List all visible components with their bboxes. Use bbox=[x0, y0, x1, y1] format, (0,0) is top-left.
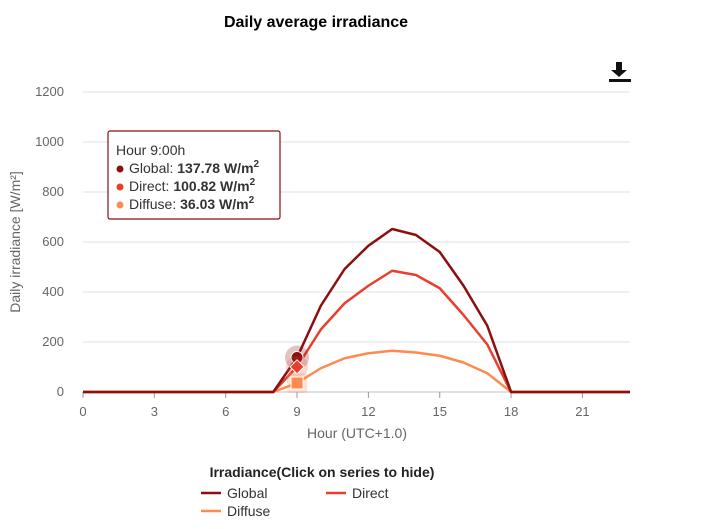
x-axis-title: Hour (UTC+1.0) bbox=[307, 425, 407, 441]
legend-item-global[interactable]: Global bbox=[201, 485, 267, 501]
legend-item-direct[interactable]: Direct bbox=[326, 485, 389, 501]
tooltip-header: Hour 9:00h bbox=[116, 142, 185, 158]
y-tick-label: 400 bbox=[42, 284, 64, 299]
x-tick-label: 3 bbox=[151, 404, 158, 419]
tooltip-bullet-global bbox=[116, 165, 124, 173]
x-axis-ticks: 0 3 6 9 12 15 18 21 bbox=[79, 392, 590, 419]
x-tick-label: 0 bbox=[79, 404, 86, 419]
marker-direct bbox=[289, 359, 305, 375]
legend-label: Direct bbox=[352, 485, 389, 501]
legend-item-diffuse[interactable]: Diffuse bbox=[201, 503, 271, 519]
tooltip-box bbox=[107, 130, 281, 220]
y-tick-label: 600 bbox=[42, 234, 64, 249]
y-tick-label: 1000 bbox=[35, 134, 64, 149]
series-lines bbox=[83, 227, 630, 394]
x-tick-label: 12 bbox=[361, 404, 375, 419]
download-icon[interactable] bbox=[609, 62, 631, 82]
tooltip-bullet-direct bbox=[116, 183, 124, 191]
x-tick-label: 9 bbox=[293, 404, 300, 419]
tooltip-row-global: Global: 137.78 W/m2 bbox=[129, 159, 260, 176]
y-tick-label: 800 bbox=[42, 184, 64, 199]
marker-diffuse bbox=[290, 376, 304, 390]
x-tick-label: 15 bbox=[433, 404, 447, 419]
legend-label: Global bbox=[227, 485, 267, 501]
legend-label: Diffuse bbox=[227, 503, 271, 519]
y-tick-label: 200 bbox=[42, 334, 64, 349]
series-line-diffuse[interactable] bbox=[83, 349, 630, 394]
tooltip-row-direct: Direct: 100.82 W/m2 bbox=[129, 177, 256, 194]
tooltip-row-diffuse: Diffuse: 36.03 W/m2 bbox=[129, 195, 255, 212]
legend-title: Irradiance(Click on series to hide) bbox=[210, 464, 435, 480]
legend[interactable]: Global Direct Diffuse bbox=[201, 485, 389, 519]
chart-title: Daily average irradiance bbox=[224, 14, 408, 31]
y-tick-label: 1200 bbox=[35, 84, 64, 99]
series-line-global[interactable] bbox=[83, 227, 630, 394]
series-line-direct[interactable] bbox=[83, 269, 630, 394]
x-tick-label: 18 bbox=[504, 404, 518, 419]
x-tick-label: 21 bbox=[575, 404, 589, 419]
y-axis-ticks: 0 200 400 600 800 1000 1200 bbox=[35, 84, 64, 399]
y-axis-title: Daily irradiance [W/m²] bbox=[7, 171, 23, 313]
hover-markers bbox=[285, 345, 310, 393]
x-tick-label: 6 bbox=[222, 404, 229, 419]
tooltip-bullet-diffuse bbox=[116, 201, 124, 209]
y-tick-label: 0 bbox=[57, 384, 64, 399]
